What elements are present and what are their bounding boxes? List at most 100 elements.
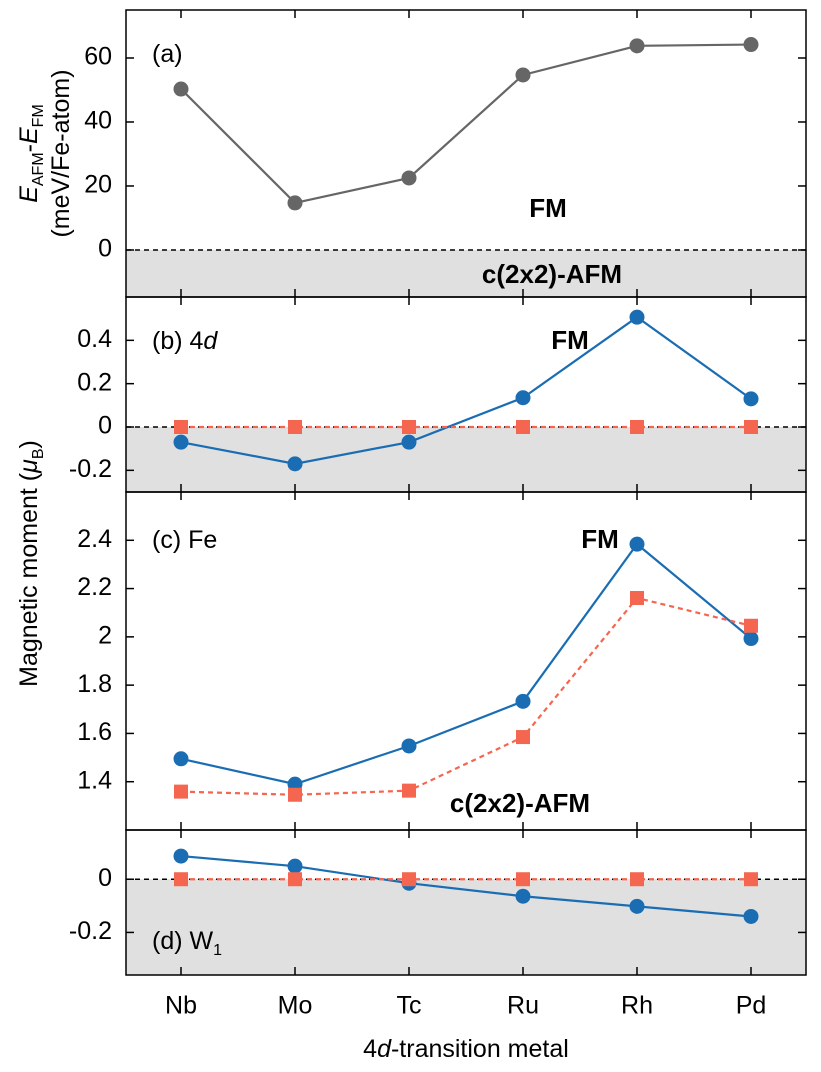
square-marker bbox=[516, 872, 530, 887]
square-marker bbox=[744, 420, 758, 434]
square-marker bbox=[288, 420, 302, 434]
square-marker bbox=[174, 784, 188, 799]
circle-marker bbox=[629, 309, 645, 325]
x-tick-label: Ru bbox=[507, 992, 539, 1020]
text-segment: (a) bbox=[152, 40, 183, 68]
square-marker bbox=[402, 420, 416, 434]
y-tick-label: 1.8 bbox=[77, 670, 112, 698]
text-segment: ) bbox=[15, 440, 43, 448]
square-marker bbox=[402, 872, 416, 887]
y-tick-label: 0 bbox=[98, 864, 112, 892]
x-tick-label: Nb bbox=[165, 992, 197, 1020]
y-axis-label: Magnetic moment (μB) bbox=[15, 440, 47, 687]
y-tick-label: 0.4 bbox=[77, 325, 112, 353]
y-axis-label: (meV/Fe-atom) bbox=[47, 69, 75, 237]
negative-region bbox=[126, 427, 806, 492]
square-marker bbox=[288, 872, 302, 887]
series-line bbox=[180, 542, 752, 786]
circle-marker bbox=[629, 38, 645, 54]
y-tick-label: 0 bbox=[98, 235, 112, 263]
y-tick-label: 2 bbox=[98, 621, 112, 649]
circle-marker bbox=[629, 536, 645, 552]
y-tick-label: 40 bbox=[84, 107, 112, 135]
panel-label: (a) bbox=[152, 40, 183, 68]
series-line bbox=[180, 854, 752, 918]
square-marker bbox=[516, 730, 530, 745]
square-marker bbox=[744, 872, 758, 887]
circle-marker bbox=[743, 37, 759, 53]
square-marker bbox=[630, 872, 644, 887]
series-line bbox=[180, 43, 752, 205]
circle-marker bbox=[515, 390, 531, 406]
y-tick-label: 60 bbox=[84, 43, 112, 71]
text-segment: (meV/Fe-atom) bbox=[47, 69, 75, 237]
circle-marker bbox=[401, 738, 417, 754]
circle-marker bbox=[401, 434, 417, 450]
text-segment: (b) 4 bbox=[152, 327, 204, 355]
square-marker bbox=[630, 590, 644, 605]
square-marker bbox=[630, 420, 644, 434]
annotation: c(2x2)-AFM bbox=[482, 259, 622, 289]
text-segment: -transition metal bbox=[391, 1035, 569, 1063]
circle-marker bbox=[515, 888, 531, 904]
circle-marker bbox=[173, 434, 189, 450]
series-line bbox=[180, 315, 752, 465]
text-segment: - bbox=[15, 144, 43, 152]
circle-marker bbox=[629, 898, 645, 914]
y-tick-label: -0.2 bbox=[69, 917, 112, 945]
circle-marker bbox=[287, 858, 303, 874]
text-segment: d bbox=[203, 327, 218, 355]
y-tick-label: 20 bbox=[84, 171, 112, 199]
text-segment: FM bbox=[30, 104, 47, 127]
x-tick-label: Rh bbox=[621, 992, 653, 1020]
text-segment: Magnetic moment ( bbox=[15, 472, 43, 687]
circle-marker bbox=[401, 170, 417, 186]
text-segment: μ bbox=[15, 459, 43, 474]
series-label: FM bbox=[551, 325, 589, 355]
series-line bbox=[180, 596, 752, 796]
text-segment: E bbox=[15, 127, 43, 144]
text-segment: (c) Fe bbox=[152, 526, 217, 554]
text-segment: E bbox=[15, 186, 43, 203]
square-marker bbox=[402, 783, 416, 798]
circle-marker bbox=[743, 631, 759, 647]
text-segment: d bbox=[377, 1035, 392, 1063]
text-segment: 1 bbox=[213, 942, 222, 959]
text-segment: B bbox=[30, 448, 47, 459]
square-marker bbox=[744, 618, 758, 633]
y-tick-label: 1.4 bbox=[77, 766, 112, 794]
panel-label: (b) 4d bbox=[152, 327, 218, 355]
negative-region bbox=[126, 879, 806, 975]
square-marker bbox=[288, 787, 302, 802]
y-tick-label: 1.6 bbox=[77, 718, 112, 746]
circle-marker bbox=[173, 848, 189, 864]
circle-marker bbox=[743, 908, 759, 924]
panel-label: (c) Fe bbox=[152, 526, 217, 554]
text-segment: (d) W bbox=[152, 927, 214, 955]
circle-marker bbox=[515, 693, 531, 709]
y-tick-label: 2.4 bbox=[77, 525, 112, 553]
circle-marker bbox=[743, 391, 759, 407]
circle-marker bbox=[173, 81, 189, 97]
square-marker bbox=[516, 420, 530, 434]
text-segment: AFM bbox=[30, 152, 47, 186]
x-tick-label: Pd bbox=[736, 992, 767, 1020]
square-marker bbox=[174, 872, 188, 887]
circle-marker bbox=[287, 195, 303, 211]
square-marker bbox=[174, 420, 188, 434]
y-axis-label: EAFM-EFM bbox=[15, 104, 47, 203]
series-label: c(2x2)-AFM bbox=[450, 788, 590, 818]
panel-label: (d) W1 bbox=[152, 927, 222, 959]
series-label: FM bbox=[581, 524, 619, 554]
x-tick-label: Tc bbox=[397, 992, 422, 1020]
y-tick-label: -0.2 bbox=[69, 455, 112, 483]
x-tick-label: Mo bbox=[278, 992, 313, 1020]
negative-region bbox=[126, 249, 806, 297]
circle-marker bbox=[515, 67, 531, 83]
y-tick-label: 2.2 bbox=[77, 573, 112, 601]
y-tick-label: 0 bbox=[98, 412, 112, 440]
x-axis-label: 4d-transition metal bbox=[363, 1035, 569, 1063]
y-tick-label: 0.2 bbox=[77, 368, 112, 396]
circle-marker bbox=[173, 751, 189, 767]
